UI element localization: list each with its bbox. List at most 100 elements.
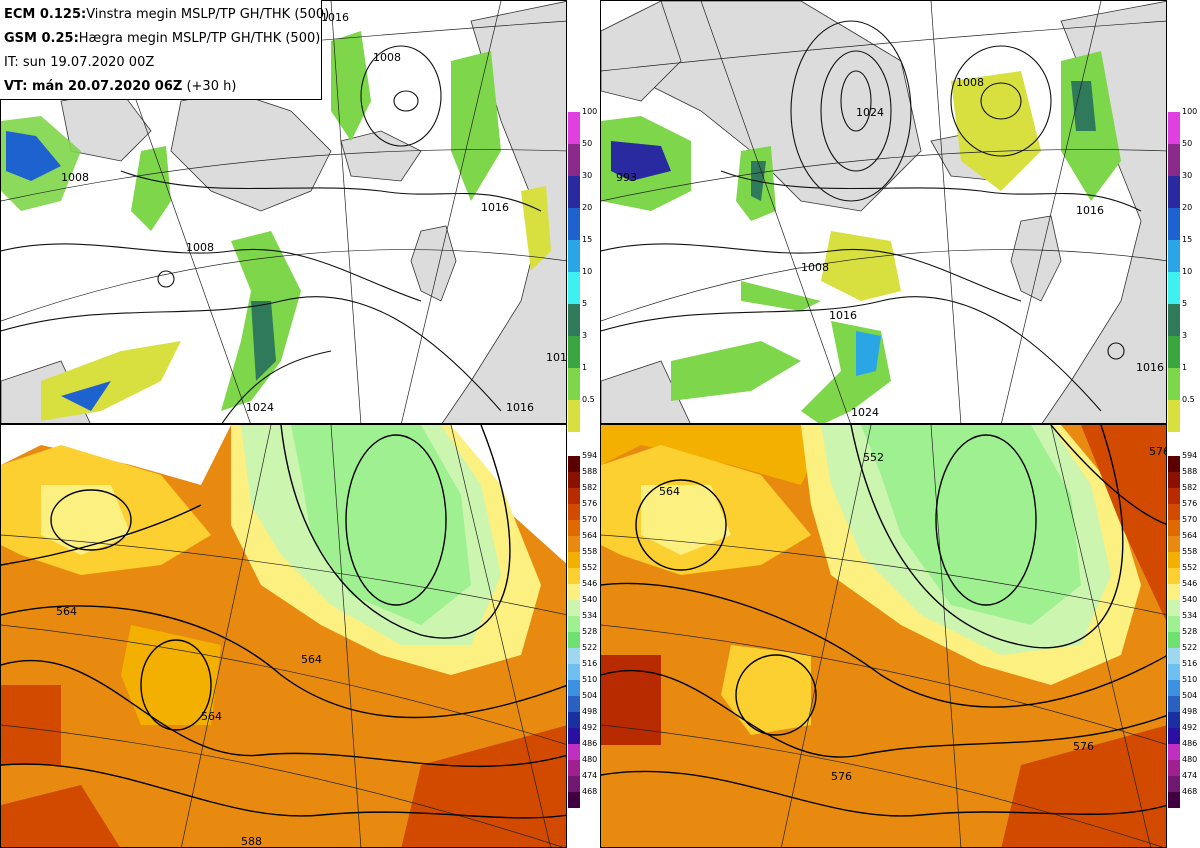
colorbar-label: 474 — [582, 771, 598, 780]
colorbar-swatch — [1168, 664, 1180, 680]
gh-contour-label: 564 — [659, 485, 680, 498]
colorbar-label: 564 — [1182, 531, 1198, 540]
colorbar-swatch — [568, 400, 580, 432]
gh-contour-label: 564 — [56, 605, 77, 618]
colorbar-swatch — [568, 568, 580, 584]
gh-contour-label: 576 — [831, 770, 852, 783]
map-info-header: ECM 0.125:Vinstra megin MSLP/TP GH/THK (… — [0, 0, 329, 100]
gh-contour-label: 576 — [1149, 445, 1167, 458]
init-time: IT: sun 19.07.2020 00Z — [4, 55, 155, 70]
colorbar-swatch — [568, 744, 580, 760]
colorbar-label: 594 — [1182, 451, 1198, 460]
isobar-label: 1024 — [851, 406, 879, 419]
colorbar-swatch — [568, 176, 580, 208]
colorbar-swatch — [1168, 336, 1180, 368]
colorbar-swatch — [1168, 648, 1180, 664]
colorbar-swatch — [568, 648, 580, 664]
isobar-label: 1016 — [481, 201, 509, 214]
isobar-label: 1016 — [506, 401, 534, 414]
colorbar-label: 0.5 — [582, 395, 595, 404]
colorbar-swatch — [1168, 456, 1180, 472]
colorbar-swatch — [1168, 176, 1180, 208]
colorbar-swatch — [1168, 472, 1180, 488]
colorbar-label: 558 — [582, 547, 598, 556]
colorbar-label: 516 — [582, 659, 598, 668]
colorbar-label: 30 — [1182, 171, 1193, 180]
gh-contour-label: 564 — [301, 653, 322, 666]
colorbar-swatch — [1168, 144, 1180, 176]
colorbar-swatch — [1168, 272, 1180, 304]
colorbar-swatch — [1168, 304, 1180, 336]
colorbar-label: 528 — [582, 627, 598, 636]
colorbar-swatch — [1168, 760, 1180, 776]
colorbar-swatch — [1168, 680, 1180, 696]
colorbar-swatch — [568, 616, 580, 632]
colorbar-swatch — [1168, 520, 1180, 536]
colorbar-label: 576 — [1182, 499, 1198, 508]
colorbar-label: 0.5 — [1182, 395, 1195, 404]
colorbar-swatch — [1168, 776, 1180, 792]
isobar-label: 1016 — [321, 11, 349, 24]
ecm-thickness-colorbar: 594 588 582 576 570 564 558 552 546 540 534 528 522 5… — [568, 452, 598, 808]
colorbar-swatch — [1168, 584, 1180, 600]
colorbar-label: 5 — [582, 299, 588, 308]
colorbar-label: 3 — [582, 331, 588, 340]
colorbar-label: 492 — [1182, 723, 1198, 732]
colorbar-swatch — [1168, 368, 1180, 400]
colorbar-label: 588 — [582, 467, 598, 476]
colorbar-label: 100 — [582, 107, 598, 116]
colorbar-label: 570 — [582, 515, 598, 524]
ecm-description: Vinstra megin MSLP/TP GH/THK (500) — [86, 7, 330, 22]
ecm-precip-colorbar: 100 50 30 20 15 10 5 3 1 0.5 — [568, 108, 598, 432]
colorbar-label: 540 — [582, 595, 598, 604]
colorbar-swatch — [568, 712, 580, 728]
colorbar-swatch — [568, 584, 580, 600]
colorbar-label: 522 — [582, 643, 598, 652]
colorbar-label: 3 — [1182, 331, 1188, 340]
colorbar-swatch — [1168, 792, 1180, 808]
colorbar-label: 546 — [1182, 579, 1198, 588]
colorbar-swatch — [1168, 488, 1180, 504]
colorbar-label: 498 — [582, 707, 598, 716]
colorbar-label: 504 — [1182, 691, 1198, 700]
colorbar-label: 10 — [582, 267, 593, 276]
colorbar-label: 594 — [582, 451, 598, 460]
isobar-label: 1008 — [186, 241, 214, 254]
gsm-description: Hægra megin MSLP/TP GH/THK (500) — [78, 31, 321, 46]
colorbar-swatch — [568, 632, 580, 648]
colorbar-label: 528 — [1182, 627, 1198, 636]
isobar-label: 1016 — [1136, 361, 1164, 374]
isobar-label: 1024 — [856, 106, 884, 119]
colorbar-label: 492 — [582, 723, 598, 732]
colorbar-label: 552 — [1182, 563, 1198, 572]
colorbar-label: 582 — [582, 483, 598, 492]
ecm-model-label: ECM 0.125: — [4, 7, 87, 22]
colorbar-swatch — [568, 760, 580, 776]
colorbar-swatch — [1168, 208, 1180, 240]
colorbar-label: 522 — [1182, 643, 1198, 652]
colorbar-label: 50 — [1182, 139, 1193, 148]
colorbar-swatch — [568, 456, 580, 472]
gsm-mslp-precip-map: 1008 1024 1016 1008 1016 1024 1016 993 — [600, 0, 1167, 424]
isobar-label: 1008 — [801, 261, 829, 274]
colorbar-label: 588 — [1182, 467, 1198, 476]
colorbar-swatch — [568, 536, 580, 552]
colorbar-swatch — [568, 272, 580, 304]
colorbar-label: 582 — [1182, 483, 1198, 492]
colorbar-swatch — [1168, 744, 1180, 760]
colorbar-swatch — [568, 520, 580, 536]
gh-contour-label: 564 — [201, 710, 222, 723]
colorbar-swatch — [1168, 552, 1180, 568]
colorbar-label: 546 — [582, 579, 598, 588]
colorbar-swatch — [1168, 728, 1180, 744]
colorbar-label: 15 — [582, 235, 593, 244]
colorbar-label: 1 — [582, 363, 588, 372]
colorbar-swatch — [1168, 568, 1180, 584]
colorbar-label: 552 — [582, 563, 598, 572]
colorbar-swatch — [1168, 600, 1180, 616]
colorbar-swatch — [1168, 696, 1180, 712]
colorbar-swatch — [1168, 400, 1180, 432]
colorbar-label: 564 — [582, 531, 598, 540]
colorbar-swatch — [568, 552, 580, 568]
colorbar-label: 486 — [582, 739, 598, 748]
